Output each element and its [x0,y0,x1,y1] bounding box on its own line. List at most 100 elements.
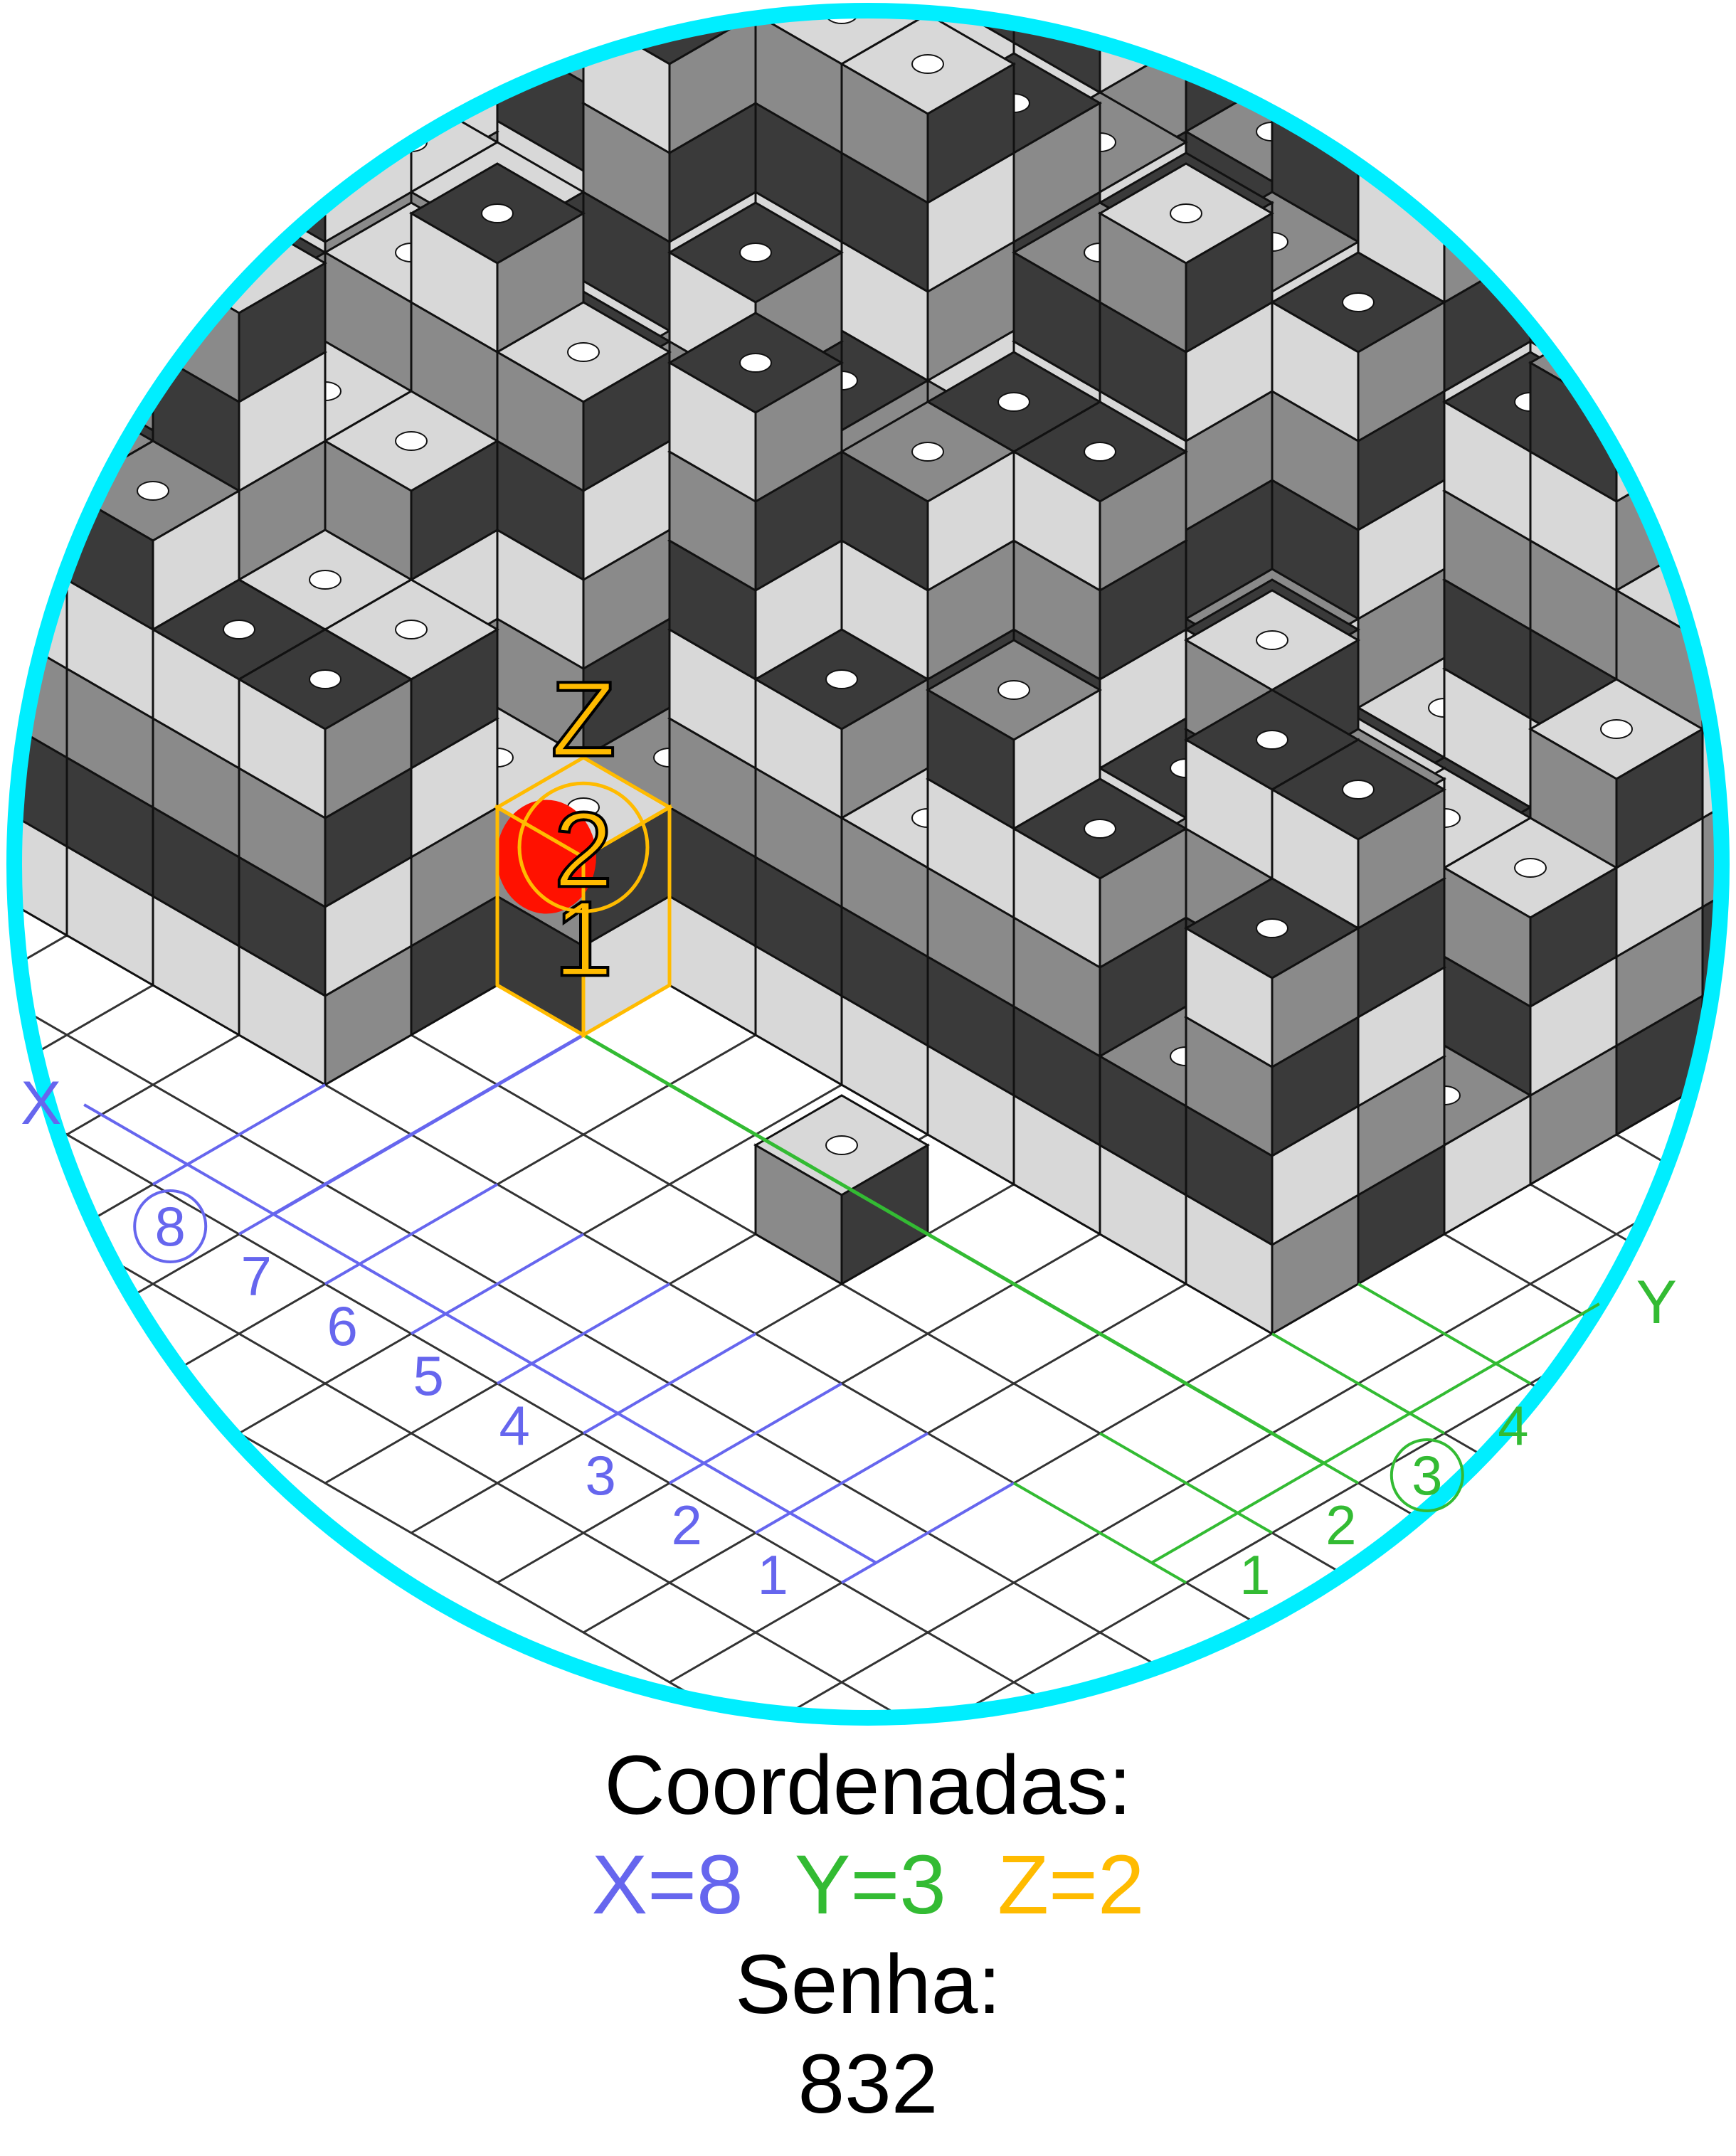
cube [1443,11,1618,91]
cube [238,11,413,91]
cube [14,80,155,272]
cube [1614,98,1722,290]
cube [14,11,69,191]
cube [1701,11,1722,63]
cube [14,11,69,134]
cube [14,397,69,589]
cube [1185,11,1360,41]
floor-line [669,386,1722,1684]
cube [14,31,69,223]
cube [1700,11,1722,152]
cube [65,11,241,102]
cube [14,11,155,141]
cube [14,11,154,52]
cube [238,11,413,13]
cube [1700,11,1722,194]
cube [1614,308,1722,500]
cube [14,11,154,63]
cube [1442,41,1619,233]
cube [1614,11,1722,112]
cube [324,11,499,73]
cube [1700,91,1722,283]
caption: Coordenadas: X=8 Y=3 Z=2 Senha: 832 [0,1736,1736,2134]
x-tick-label: 3 [586,1444,616,1507]
cube [1614,208,1722,400]
cube [1357,11,1532,95]
y-tick-label: 3 [1412,1444,1442,1507]
cube [14,148,155,340]
cube [65,20,241,212]
cube [14,11,69,201]
cube [1701,11,1722,41]
cube [14,297,69,489]
cube [1099,11,1274,23]
cube [14,198,69,390]
cube [1614,240,1722,432]
cube [1700,48,1722,240]
cube [410,11,585,23]
cube [14,11,69,112]
cube [14,11,154,73]
cube [1099,11,1274,45]
cube [14,130,69,322]
cube [1356,11,1533,162]
cube [237,11,413,155]
cube [14,219,69,411]
z-value: Z=2 [997,1838,1145,1932]
coordinates-values: X=8 Y=3 Z=2 [0,1835,1736,1935]
cube [1529,11,1704,63]
cube [1700,248,1722,440]
cube [1357,11,1532,63]
cube [14,11,68,13]
cube [1700,169,1722,361]
cube [14,120,69,312]
cube [14,11,69,102]
cube [14,109,69,301]
cube [14,70,155,262]
x-tick-label: 8 [155,1195,186,1258]
cube [324,11,499,52]
x-tick-label: 2 [672,1494,702,1556]
cube [1700,258,1722,450]
x-tick-label: 6 [327,1295,358,1357]
cube [14,11,68,34]
cube [669,0,842,4]
password-label: Senha: [735,1938,1001,2032]
cube [410,11,585,13]
cube [1442,11,1619,144]
cube [325,0,497,4]
cube [324,11,499,63]
cube [324,11,499,41]
cube [1357,11,1532,52]
cube [65,11,241,134]
cube [14,98,69,290]
cube [1700,358,1722,550]
cube [1701,11,1722,52]
x-tick-label: 7 [241,1245,272,1307]
cube [151,11,327,152]
cube [1356,11,1533,173]
cube [65,11,240,91]
z-axis-title: Z [551,659,616,779]
cube [151,11,327,162]
x-value: X=8 [591,1838,743,1932]
cube [151,11,327,141]
cube [14,11,155,162]
cube [14,11,155,152]
cube [1529,11,1704,41]
cube [65,11,241,201]
cube [1528,48,1705,240]
cube [1614,130,1722,322]
x-tick-label: 4 [499,1394,530,1457]
cube [1700,368,1722,561]
cube [1185,11,1360,63]
cube [1700,59,1722,251]
cube [14,20,69,212]
cube [1357,11,1532,73]
cube [1614,109,1722,301]
cube [1614,11,1722,144]
cube [237,11,413,134]
cube [152,11,327,52]
cube [237,11,413,144]
cube [1442,11,1619,112]
